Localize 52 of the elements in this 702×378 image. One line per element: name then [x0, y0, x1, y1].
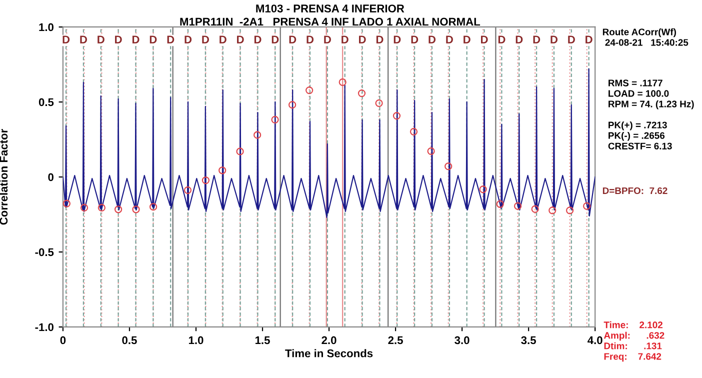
ref-line-label: D [306, 36, 314, 44]
x-tick-label: 3.0 [454, 336, 470, 344]
ref-line-label: D [359, 36, 366, 44]
x-tick-label: 1.5 [255, 336, 270, 344]
ref-line-label: D [254, 36, 262, 44]
chart-subtitle: M1PR11IN -2A1 PRENSA 4 INF LADO 1 AXIAL NORMAL [180, 18, 480, 26]
x-tick-label: 1.0 [188, 336, 204, 344]
y-tick-label: -1.0 [35, 323, 54, 332]
ref-line-label: D [481, 36, 488, 44]
ref-line-label: D [498, 36, 506, 44]
x-tick-label: 2.0 [322, 336, 336, 344]
ref-line-label: D [394, 36, 401, 44]
x-tick-label: 4.0 [588, 336, 602, 344]
ref-line-label: D [568, 36, 575, 44]
ref-line-label: D [132, 36, 140, 44]
ref-line-label: D [342, 36, 348, 44]
x-tick-label: 0.5 [122, 336, 137, 344]
ref-line-label: D [289, 36, 296, 44]
ref-line-label: D [272, 36, 279, 44]
ref-line-label: D [324, 36, 331, 44]
x-tick-label: 2.5 [388, 336, 403, 344]
ref-line-label: D [376, 36, 384, 44]
x-tick-label: 3.5 [521, 336, 536, 344]
text: D=BPFO: 7.62 [602, 187, 668, 194]
text: RMS = .1177 LOAD = 100.0 RPM = 74. (1.23 Hz) PK(+) = .7213 PK(-) = .2656 CRESTF= 6.13 [608, 80, 694, 150]
ref-line-label: D [411, 36, 418, 44]
ref-line-label: D [237, 36, 244, 44]
ref-line-label: D [516, 36, 523, 44]
text: Route ACorr(Wf) 24-08-21 15:40:25 [602, 28, 688, 46]
ref-line-label: D [550, 36, 558, 44]
ref-line-label: D [167, 36, 174, 44]
ref-line-label: D [115, 36, 122, 44]
y-tick-label: 0 [48, 173, 54, 182]
x-axis-title: Time in Seconds [285, 349, 373, 358]
ref-line-label: D [464, 36, 470, 44]
ref-line-label: D [428, 36, 436, 44]
ref-line-label: D [586, 36, 592, 44]
ref-line-label: D [220, 36, 226, 44]
x-tick-label: 0 [60, 336, 66, 344]
text: Time: 2.102 Ampl: .632 Dtim: .131 Freq: 7.642 [604, 321, 664, 362]
ref-line-label: D [80, 36, 87, 44]
y-tick-label: -0.5 [35, 248, 54, 256]
y-tick-label: 1.0 [39, 23, 54, 32]
ref-line-label: D [150, 36, 157, 44]
ref-line-label: D [202, 36, 209, 44]
y-tick-label: 0.5 [38, 98, 54, 106]
chart-title: M103 - PRENSA 4 INFERIOR [256, 4, 404, 12]
ref-line-label: D [98, 36, 104, 44]
ref-line-label: D [533, 36, 540, 44]
ref-line-label: D [184, 36, 192, 44]
ref-line-label: D [446, 36, 453, 44]
ref-line-label: D [62, 36, 70, 44]
